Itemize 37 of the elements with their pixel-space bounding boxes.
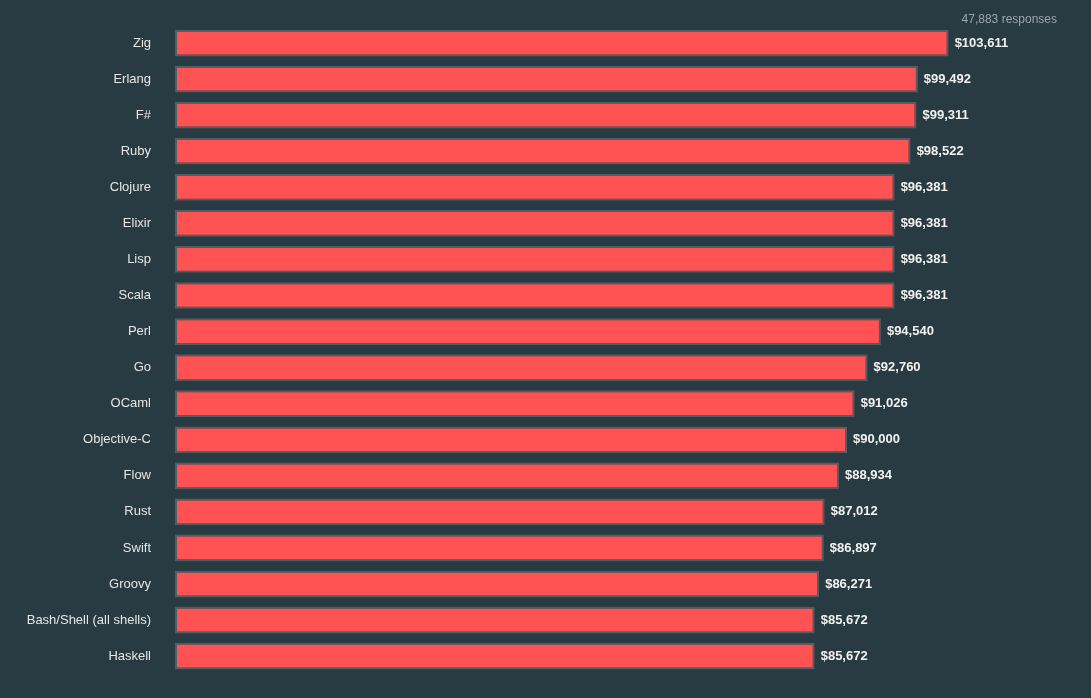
y-tick-label: Rust bbox=[124, 503, 152, 519]
data-label: $103,611 bbox=[954, 34, 1009, 50]
y-tick-label: Bash/Shell (all shells) bbox=[26, 611, 151, 627]
y-tick-label: Flow bbox=[123, 467, 152, 483]
y-tick-label: Haskell bbox=[108, 647, 152, 663]
data-label: $85,672 bbox=[820, 647, 868, 663]
data-label: $96,381 bbox=[900, 178, 948, 194]
data-label: $85,672 bbox=[820, 611, 868, 627]
y-tick-label: Objective-C bbox=[83, 431, 151, 447]
data-label: $96,381 bbox=[900, 251, 948, 267]
data-label: $96,381 bbox=[900, 287, 948, 303]
data-label: $96,381 bbox=[900, 214, 948, 230]
data-label: $87,012 bbox=[830, 503, 878, 519]
data-label: $86,271 bbox=[825, 575, 873, 591]
y-tick-label: OCaml bbox=[110, 395, 152, 411]
data-label: $86,897 bbox=[829, 539, 877, 555]
data-label: $92,760 bbox=[873, 359, 921, 375]
y-tick-label: Scala bbox=[118, 287, 152, 303]
data-label: $91,026 bbox=[860, 395, 908, 411]
y-tick-label: Elixir bbox=[122, 214, 152, 230]
data-label: $99,492 bbox=[923, 70, 971, 86]
y-tick-label: Groovy bbox=[109, 575, 152, 591]
y-tick-label: Perl bbox=[127, 323, 152, 339]
y-tick-label: Lisp bbox=[127, 251, 151, 267]
data-label: $94,540 bbox=[886, 323, 934, 339]
y-tick-label: Go bbox=[133, 359, 151, 375]
data-label: $98,522 bbox=[916, 142, 964, 158]
text: 47,883 responses bbox=[961, 12, 1057, 27]
data-label: $90,000 bbox=[853, 431, 900, 447]
y-tick-label: Erlang bbox=[113, 70, 151, 86]
data-label: $88,934 bbox=[845, 467, 893, 483]
y-tick-label: Zig bbox=[132, 34, 151, 50]
y-tick-label: Ruby bbox=[120, 142, 152, 158]
y-tick-label: F# bbox=[135, 106, 152, 122]
y-tick-label: Clojure bbox=[109, 178, 151, 194]
data-label: $99,311 bbox=[922, 106, 969, 122]
y-tick-label: Swift bbox=[122, 539, 152, 555]
